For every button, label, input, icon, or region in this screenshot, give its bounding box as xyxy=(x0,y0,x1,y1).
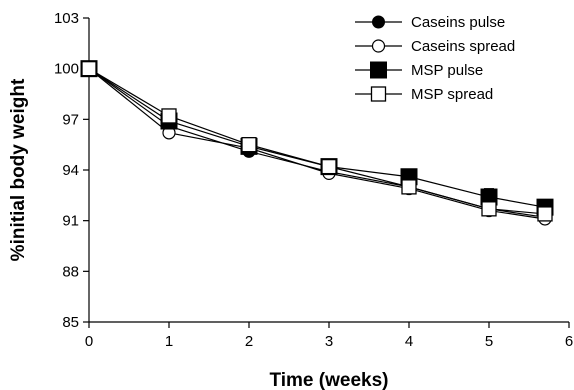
legend-item: Caseins pulse xyxy=(355,14,505,31)
legend-label: Caseins pulse xyxy=(411,14,505,31)
data-point xyxy=(81,61,97,77)
y-tick-label: 97 xyxy=(62,111,79,128)
legend-label: MSP pulse xyxy=(411,62,483,79)
y-tick-label: 94 xyxy=(62,162,79,179)
series-msp-spread xyxy=(81,61,553,222)
legend-marker xyxy=(370,61,387,79)
x-tick-label: 0 xyxy=(85,333,93,350)
data-point xyxy=(401,179,417,195)
legend-item: Caseins spread xyxy=(355,38,515,55)
y-tick-label: 103 xyxy=(54,10,79,27)
y-tick-label: 100 xyxy=(54,61,79,78)
data-point xyxy=(481,201,497,217)
x-tick-label: 1 xyxy=(165,333,173,350)
x-tick-label: 3 xyxy=(325,333,333,350)
series-layer xyxy=(80,60,554,226)
series-msp-pulse xyxy=(80,60,554,216)
y-tick-label: 91 xyxy=(62,213,79,230)
legend-item: MSP pulse xyxy=(355,61,483,79)
legend: Caseins pulse Caseins spread MSP pulse MSP … xyxy=(355,14,515,103)
data-point xyxy=(321,158,337,175)
legend-marker xyxy=(370,86,387,102)
tick-labels: 85 88 91 94 97 100 103 0 1 2 3 4 5 6 xyxy=(54,10,573,350)
y-tick-label: 88 xyxy=(62,263,79,280)
legend-label: MSP spread xyxy=(411,86,493,103)
legend-marker xyxy=(372,15,385,29)
x-tick-label: 2 xyxy=(245,333,253,350)
data-point xyxy=(161,108,177,124)
legend-marker xyxy=(371,39,386,53)
x-axis-title: Time (weeks) xyxy=(270,370,389,390)
legend-item: MSP spread xyxy=(355,86,493,103)
data-point xyxy=(537,206,553,222)
y-axis-title: %initial body weight xyxy=(8,78,29,261)
x-tick-label: 4 xyxy=(405,333,413,350)
legend-label: Caseins spread xyxy=(411,38,515,55)
x-tick-label: 6 xyxy=(565,333,573,350)
data-point xyxy=(241,137,257,153)
x-tick-label: 5 xyxy=(485,333,493,350)
y-tick-label: 85 xyxy=(62,314,79,331)
